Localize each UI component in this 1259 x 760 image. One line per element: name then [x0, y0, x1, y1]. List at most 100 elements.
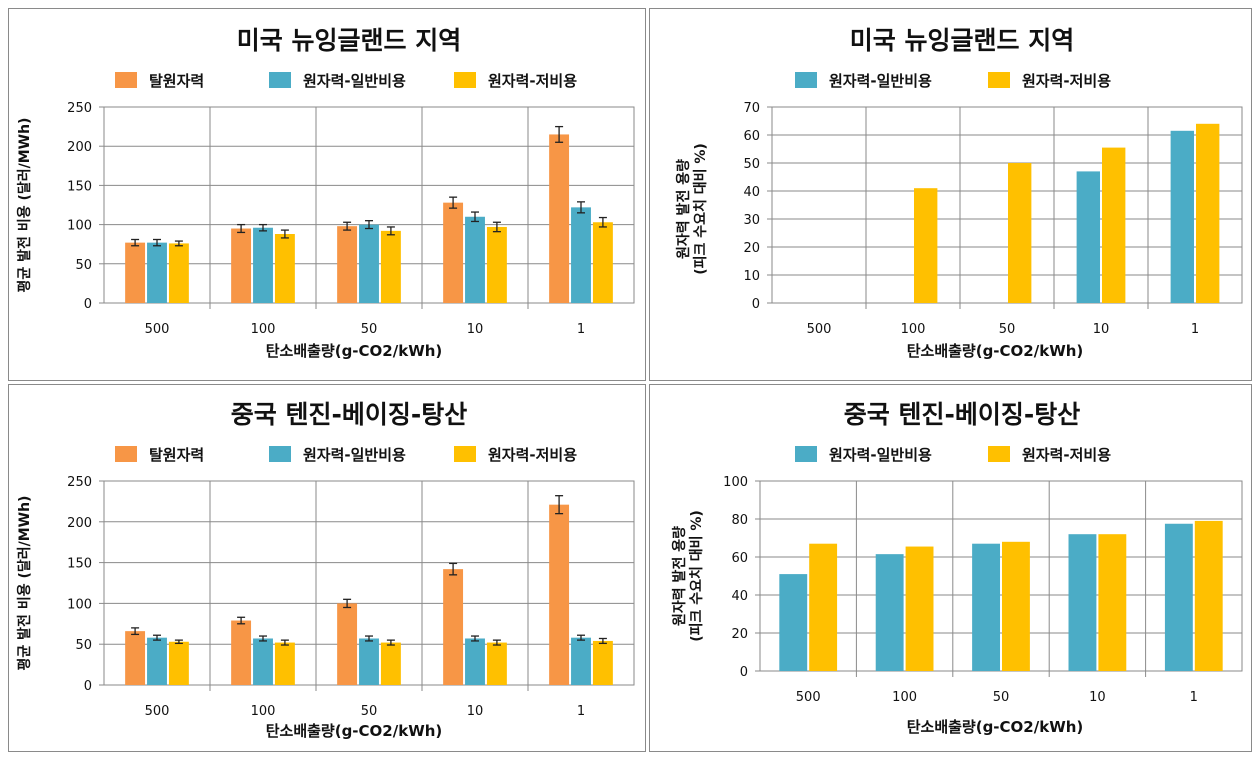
bar-general-100 [253, 227, 273, 303]
x-tick-label: 1 [1191, 322, 1199, 337]
legend-label-general: 원자력-일반비용 [303, 446, 406, 464]
y-tick-label: 250 [67, 475, 92, 490]
x-tick-label: 500 [796, 690, 821, 705]
y-tick-label: 40 [743, 185, 760, 200]
x-axis-label: 탄소배출량(g-CO2/kWh) [907, 342, 1084, 360]
bar-low-1 [1196, 123, 1220, 303]
chart-title: 중국 텐진-베이징-탕산 [844, 400, 1080, 429]
x-tick-label: 10 [467, 322, 484, 337]
y-tick-label: 250 [67, 101, 92, 116]
bar-low-50 [380, 642, 401, 685]
x-tick-label: 100 [251, 322, 276, 337]
chart-panel-china-cost: 중국 텐진-베이징-탕산 탈원자력 원자력-일반비용 원자력-저비용 0 50 100 150… [8, 384, 646, 752]
bar-tal-100 [231, 620, 252, 685]
chart-panel-us-capacity: 미국 뉴잉글랜드 지역 원자력-일반비용 원자력-저비용 0 10 20 30 40 50 60 7… [649, 8, 1252, 381]
x-tick-label: 100 [251, 704, 276, 719]
y-tick-label: 50 [75, 638, 92, 653]
bar-tal-50 [337, 603, 358, 685]
x-tick-label: 50 [361, 704, 378, 719]
x-tick-label: 50 [361, 322, 378, 337]
x-axis-label: 탄소배출량(g-CO2/kWh) [266, 722, 443, 740]
bar-general-1 [1164, 523, 1193, 671]
chart-title: 미국 뉴잉글랜드 지역 [850, 26, 1074, 55]
x-tick-label: 100 [892, 690, 917, 705]
bar-tal-500 [125, 242, 146, 303]
y-tick-label: 60 [743, 129, 760, 144]
bar-general-10 [1076, 171, 1100, 303]
x-tick-label: 10 [467, 704, 484, 719]
bar-low-100 [274, 642, 295, 685]
x-tick-label: 1 [1190, 690, 1198, 705]
chart-title: 미국 뉴잉글랜드 지역 [237, 26, 461, 55]
legend-label-tal: 탈원자력 [149, 72, 204, 90]
y-axis-label-line: 원자력 발전 용량 [671, 526, 688, 626]
y-tick-label: 70 [743, 101, 760, 116]
legend-swatch-general [795, 446, 817, 462]
x-tick-label: 1 [577, 704, 585, 719]
x-tick-label: 50 [999, 322, 1016, 337]
bar-general-500 [779, 574, 808, 671]
y-tick-label: 100 [723, 475, 748, 490]
chart-title: 중국 텐진-베이징-탕산 [231, 400, 467, 429]
x-axis-label: 탄소배출량(g-CO2/kWh) [907, 718, 1084, 736]
legend-swatch-low [454, 72, 476, 88]
x-axis-label: 탄소배출량(g-CO2/kWh) [266, 342, 443, 360]
x-tick-label: 1 [577, 322, 585, 337]
bar-general-100 [875, 554, 904, 671]
chart-panel-us-cost: 미국 뉴잉글랜드 지역 탈원자력 원자력-일반비용 원자력-저비용 0 50 100 150 2… [8, 8, 646, 381]
bar-low-1 [1194, 520, 1223, 671]
bar-low-10 [486, 642, 507, 685]
x-tick-label: 500 [145, 322, 170, 337]
legend-label-low: 원자력-저비용 [1022, 446, 1111, 464]
bar-low-500 [809, 543, 838, 671]
legend-swatch-tal [115, 446, 137, 462]
bar-low-100 [914, 188, 938, 303]
y-tick-label: 40 [731, 589, 748, 604]
bar-low-50 [1002, 541, 1030, 671]
y-tick-label: 150 [67, 179, 92, 194]
bar-tal-500 [125, 631, 146, 685]
bar-low-50 [1008, 163, 1032, 303]
bar-tal-1 [549, 504, 570, 685]
y-tick-label: 0 [752, 297, 760, 312]
legend-swatch-low [988, 446, 1010, 462]
legend-label-low: 원자력-저비용 [488, 446, 577, 464]
bar-general-50 [359, 224, 379, 303]
y-axis-label: 평균 발전 비용 (달러/MWh) [16, 118, 33, 293]
bar-low-500 [168, 641, 189, 685]
bar-general-1 [1170, 130, 1194, 303]
bar-tal-100 [231, 228, 252, 303]
bar-low-10 [1098, 534, 1127, 671]
legend-swatch-low [454, 446, 476, 462]
x-tick-label: 10 [1089, 690, 1106, 705]
y-tick-label: 20 [731, 627, 748, 642]
x-tick-label: 100 [901, 322, 926, 337]
plot-frame [759, 480, 1243, 672]
bar-tal-10 [443, 569, 464, 685]
bar-general-10 [1068, 534, 1097, 671]
x-tick-label: 10 [1093, 322, 1110, 337]
legend-swatch-tal [115, 72, 137, 88]
legend-label-general: 원자력-일반비용 [829, 72, 932, 90]
legend-swatch-general [269, 72, 291, 88]
bar-low-10 [486, 226, 507, 303]
y-tick-label: 100 [67, 597, 92, 612]
legend-label-general: 원자력-일반비용 [303, 72, 406, 90]
y-tick-label: 0 [740, 665, 748, 680]
x-tick-label: 50 [993, 690, 1010, 705]
legend-swatch-general [269, 446, 291, 462]
y-tick-label: 20 [743, 241, 760, 256]
legend-swatch-low [988, 72, 1010, 88]
legend-swatch-general [795, 72, 817, 88]
legend-label-general: 원자력-일반비용 [829, 446, 932, 464]
y-tick-label: 80 [731, 513, 748, 528]
chart-panel-china-capacity: 중국 텐진-베이징-탕산 원자력-일반비용 원자력-저비용 0 20 40 60 80 100 5… [649, 384, 1252, 752]
bar-general-500 [147, 242, 167, 303]
y-tick-label: 100 [67, 219, 92, 234]
bar-general-1 [571, 637, 591, 685]
bar-general-50 [359, 638, 379, 685]
